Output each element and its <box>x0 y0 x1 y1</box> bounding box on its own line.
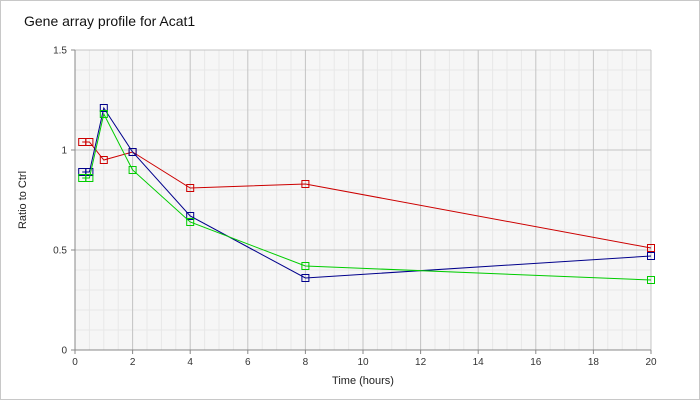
series-2-point <box>647 252 655 260</box>
x-tick-label: 8 <box>303 357 309 368</box>
y-axis-ticks: 0 0.5 1 1.5 <box>53 46 75 357</box>
series-1-point <box>186 184 195 192</box>
major-gridlines <box>75 49 652 350</box>
y-tick-label: 0.5 <box>53 246 67 257</box>
series-3-point <box>301 262 310 270</box>
x-tick-label: 4 <box>187 357 193 368</box>
y-tick-label: 1 <box>61 146 67 157</box>
series-2-point <box>99 104 108 112</box>
x-axis-label: Time (hours) <box>332 375 394 387</box>
series-layer <box>78 104 655 284</box>
x-tick-label: 16 <box>530 357 542 368</box>
series-1-point <box>301 180 310 188</box>
series-2-point <box>128 148 137 156</box>
x-tick-label: 12 <box>415 357 427 368</box>
x-tick-label: 18 <box>588 357 600 368</box>
y-axis-label: Ratio to Ctrl <box>17 171 29 229</box>
x-tick-label: 20 <box>645 357 657 368</box>
x-tick-label: 10 <box>357 357 369 368</box>
series-2-point <box>301 274 310 282</box>
y-tick-label: 0 <box>61 346 67 357</box>
x-tick-label: 2 <box>130 357 136 368</box>
x-axis-ticks: 0 2 4 6 8 10 12 14 16 18 20 <box>72 350 657 368</box>
x-tick-label: 0 <box>72 357 78 368</box>
series-1-point <box>85 138 94 146</box>
series-2-point <box>186 212 195 220</box>
series-3-point <box>186 218 195 226</box>
chart-title: Gene array profile for Acat1 <box>24 13 195 29</box>
series-3-point <box>647 276 655 284</box>
series-1-point <box>647 244 655 252</box>
series-3-point <box>99 110 108 118</box>
x-tick-label: 14 <box>473 357 485 368</box>
series-3-point <box>128 166 137 174</box>
series-2-point <box>85 168 94 176</box>
series-line-3 <box>82 112 652 281</box>
y-tick-label: 1.5 <box>53 46 67 57</box>
series-1-point <box>99 156 108 164</box>
x-tick-label: 6 <box>245 357 251 368</box>
series-line-2 <box>82 106 652 279</box>
series-3-point <box>85 174 94 182</box>
